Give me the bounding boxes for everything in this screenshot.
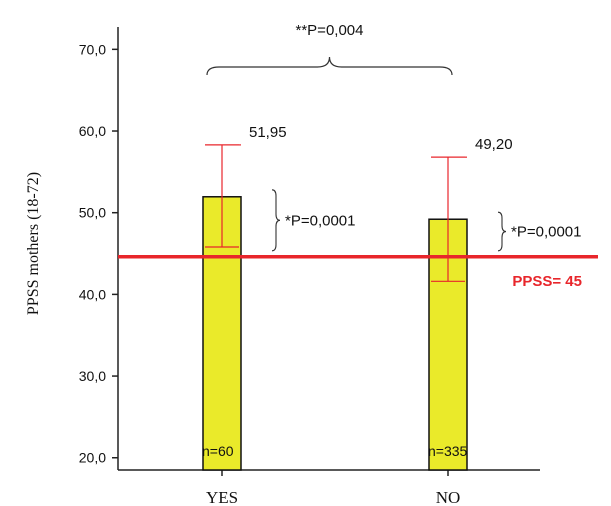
annotations: *P=0,0001 *P=0,0001 **P=0,004 [206,22,581,252]
y-tick-label: 60,0 [79,123,106,139]
y-tick-label: 70,0 [79,41,106,57]
value-label: 51,95 [249,124,287,141]
between-group-brace [206,56,453,76]
axes: 20,0 30,0 40,0 50,0 60,0 70,0 PPSS mothers (18… [25,27,540,506]
x-tick-label: YES [206,488,238,506]
error-bars [205,144,465,282]
x-tick-label: NO [436,488,461,506]
y-tick-label: 40,0 [79,286,106,302]
n-label: n=335 [428,443,468,459]
value-label: 49,20 [475,136,513,153]
y-tick-label: 50,0 [79,205,106,221]
y-tick-label: 20,0 [79,450,106,466]
within-group-p-label: *P=0,0001 [511,224,581,241]
y-axis-label: PPSS mothers (18-72) [25,172,42,315]
reference-line-label: PPSS= 45 [512,273,582,290]
within-group-brace [271,189,281,252]
n-label: n=60 [202,443,234,459]
reference-line-group: PPSS= 45 [118,255,598,290]
y-tick-label: 30,0 [79,368,106,384]
bars [202,196,468,471]
between-group-p-label: **P=0,004 [296,22,364,39]
within-group-p-label: *P=0,0001 [285,212,355,229]
within-group-brace [497,211,507,252]
labels: 51,95 49,20 n=60 n=335 [202,124,513,459]
